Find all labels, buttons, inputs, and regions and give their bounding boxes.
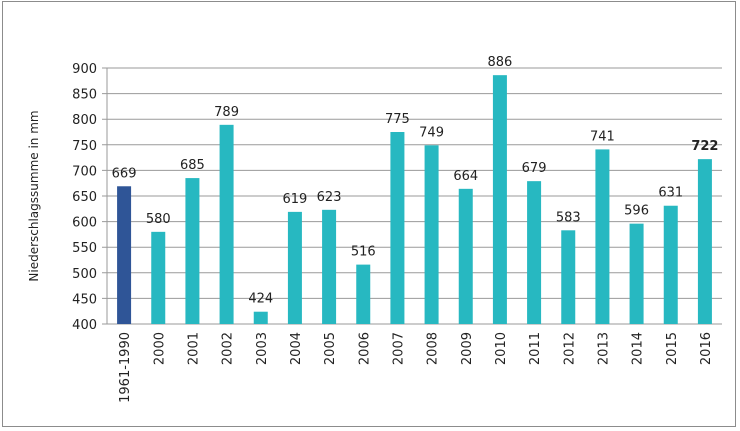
x-tick-label: 2014 — [631, 332, 646, 365]
y-axis-title: Niederschlagssumme in mm — [27, 110, 41, 281]
bar-2008 — [424, 145, 439, 324]
data-label: 583 — [556, 210, 581, 225]
data-label: 619 — [283, 192, 308, 207]
y-tick-label: 450 — [72, 292, 97, 307]
y-tick-label: 700 — [72, 164, 97, 179]
bar-2006 — [356, 264, 371, 324]
x-tick-label: 2008 — [426, 332, 441, 365]
y-tick-label: 850 — [72, 88, 97, 103]
data-label: 424 — [248, 292, 273, 307]
bar-2015 — [663, 205, 678, 324]
x-tick-label: 2005 — [323, 332, 338, 365]
y-tick-label: 600 — [72, 216, 97, 231]
data-label: 789 — [214, 105, 239, 120]
data-label: 596 — [624, 204, 649, 219]
bar-2011 — [527, 181, 542, 324]
y-tick-label: 750 — [72, 139, 97, 154]
data-label: 722 — [691, 139, 718, 154]
x-tick-label: 2010 — [494, 332, 509, 365]
bar-2009 — [458, 188, 473, 324]
bar-2001 — [185, 178, 200, 324]
y-tick-label: 800 — [72, 113, 97, 128]
x-tick-label: 2007 — [391, 332, 406, 365]
data-label: 679 — [522, 161, 547, 176]
x-tick-label: 2004 — [289, 332, 304, 365]
data-label: 741 — [590, 129, 615, 144]
data-label: 685 — [180, 158, 205, 173]
data-label: 664 — [453, 169, 478, 184]
x-tick-label: 2002 — [221, 332, 236, 365]
bar-2012 — [561, 230, 576, 324]
x-tick-label: 2012 — [562, 332, 577, 365]
data-label: 775 — [385, 112, 410, 127]
data-label: 669 — [112, 166, 137, 181]
y-tick-label: 400 — [72, 318, 97, 333]
bar-2000 — [151, 231, 166, 324]
bar-2002 — [219, 124, 234, 324]
data-label: 886 — [488, 55, 513, 70]
bar-2014 — [629, 223, 644, 324]
bar-2003 — [253, 311, 268, 324]
x-tick-label: 2011 — [528, 332, 543, 365]
bar-1961-1990 — [117, 186, 132, 324]
y-tick-label: 650 — [72, 190, 97, 205]
bar-2007 — [390, 132, 405, 324]
x-tick-label: 2000 — [152, 332, 167, 365]
x-tick-label: 2006 — [357, 332, 372, 365]
data-label: 631 — [658, 186, 683, 201]
bar-2010 — [492, 75, 507, 324]
data-label: 516 — [351, 245, 376, 260]
bar-2013 — [595, 149, 610, 324]
bar-2005 — [322, 209, 337, 324]
x-tick-label: 2015 — [665, 332, 680, 365]
x-tick-label: 2001 — [186, 332, 201, 365]
x-tick-label: 1961-1990 — [118, 332, 133, 403]
x-tick-label: 2013 — [596, 332, 611, 365]
bar-2004 — [287, 211, 302, 324]
y-tick-label: 550 — [72, 241, 97, 256]
x-tick-label: 2016 — [699, 332, 714, 365]
x-tick-label: 2003 — [255, 332, 270, 365]
y-tick-label: 900 — [72, 62, 97, 77]
y-tick-label: 500 — [72, 267, 97, 282]
data-label: 580 — [146, 212, 171, 227]
data-label: 749 — [419, 125, 444, 140]
data-label: 623 — [317, 190, 342, 205]
x-tick-label: 2009 — [460, 332, 475, 365]
bar-2016 — [697, 159, 712, 324]
